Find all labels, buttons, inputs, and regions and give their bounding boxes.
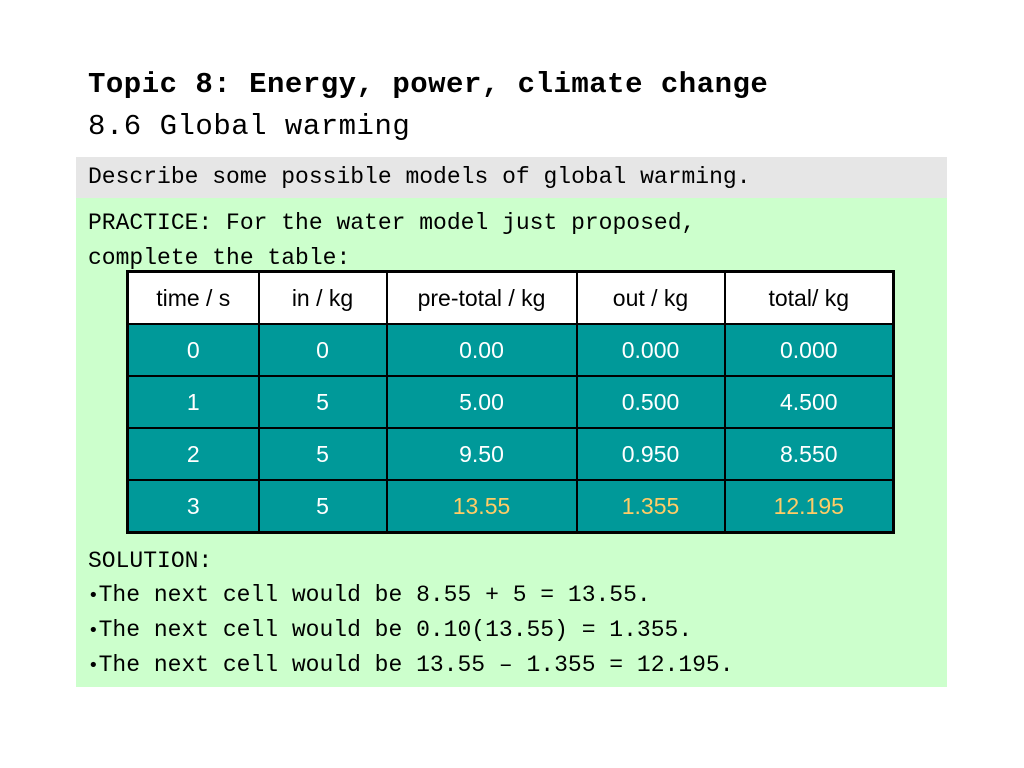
table-cell: 4.500 (723, 375, 895, 429)
table-cell: 9.50 (385, 427, 578, 481)
practice-panel: PRACTICE: For the water model just propo… (76, 198, 947, 687)
page-subtitle: 8.6 Global warming (88, 110, 411, 143)
bullet-icon: • (88, 655, 99, 676)
table-cell: 5.00 (385, 375, 578, 429)
table-cell: 3 (126, 479, 260, 534)
solution-item: •The next cell would be 8.55 + 5 = 13.55… (88, 578, 734, 613)
table-cell: 0.00 (385, 323, 578, 377)
solution-item: •The next cell would be 0.10(13.55) = 1.… (88, 613, 734, 648)
answer-cell-total: 12.195 (723, 479, 895, 534)
objective-banner: Describe some possible models of global … (76, 157, 947, 198)
table-cell: 0.000 (723, 323, 895, 377)
table-cell: 5 (257, 427, 388, 481)
solution-label: SOLUTION: (88, 548, 213, 574)
solution-item-text: The next cell would be 0.10(13.55) = 1.3… (98, 617, 693, 643)
bullet-icon: • (88, 585, 99, 606)
table-cell: 0 (126, 323, 260, 377)
header-time: time / s (126, 270, 260, 325)
solution-block: SOLUTION: •The next cell would be 8.55 +… (88, 544, 734, 683)
practice-line-2: complete the table: (88, 245, 351, 271)
answer-cell-pre-total: 13.55 (385, 479, 578, 534)
table-cell: 5 (257, 375, 388, 429)
table-cell: 1 (126, 375, 260, 429)
header-out: out / kg (575, 270, 726, 325)
table-cell: 2 (126, 427, 260, 481)
table-row: 1 5 5.00 0.500 4.500 (126, 375, 895, 429)
table-header-row: time / s in / kg pre-total / kg out / kg… (126, 270, 895, 325)
header-total: total/ kg (723, 270, 895, 325)
table-cell: 0 (257, 323, 388, 377)
table-cell: 5 (257, 479, 388, 534)
table-row: 2 5 9.50 0.950 8.550 (126, 427, 895, 481)
page-title: Topic 8: Energy, power, climate change (88, 68, 769, 101)
practice-prompt: PRACTICE: For the water model just propo… (88, 206, 695, 276)
solution-item-text: The next cell would be 8.55 + 5 = 13.55. (98, 582, 651, 608)
answer-cell-out: 1.355 (575, 479, 726, 534)
table-cell: 0.950 (575, 427, 726, 481)
table-cell: 0.500 (575, 375, 726, 429)
water-model-table: time / s in / kg pre-total / kg out / kg… (126, 270, 895, 534)
table-cell: 8.550 (723, 427, 895, 481)
table-cell: 0.000 (575, 323, 726, 377)
bullet-icon: • (88, 620, 99, 641)
table-row: 0 0 0.00 0.000 0.000 (126, 323, 895, 377)
header-pre-total: pre-total / kg (385, 270, 578, 325)
solution-item: •The next cell would be 13.55 – 1.355 = … (88, 648, 734, 683)
practice-line-1: PRACTICE: For the water model just propo… (88, 210, 696, 236)
table-row: 3 5 13.55 1.355 12.195 (126, 479, 895, 534)
solution-item-text: The next cell would be 13.55 – 1.355 = 1… (98, 652, 734, 678)
header-in: in / kg (257, 270, 388, 325)
